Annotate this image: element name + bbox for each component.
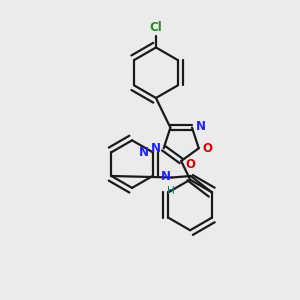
Text: N: N xyxy=(161,170,171,183)
Text: H: H xyxy=(167,186,175,196)
Text: O: O xyxy=(185,158,195,171)
Text: O: O xyxy=(202,142,213,155)
Text: Cl: Cl xyxy=(150,21,162,34)
Text: N: N xyxy=(139,146,149,159)
Text: N: N xyxy=(151,142,161,155)
Text: N: N xyxy=(196,120,206,133)
